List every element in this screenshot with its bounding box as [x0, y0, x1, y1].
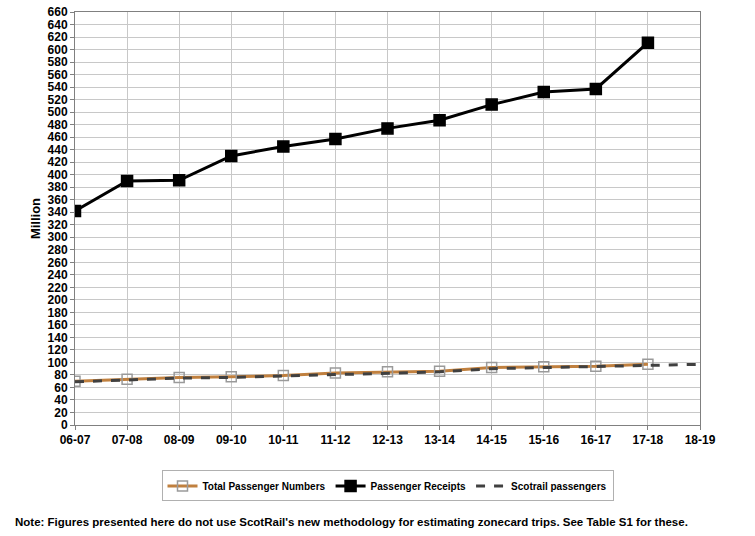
svg-text:Scotrail passengers: Scotrail passengers — [511, 481, 606, 492]
svg-text:460: 460 — [48, 130, 68, 144]
svg-text:100: 100 — [48, 356, 68, 370]
svg-text:0: 0 — [61, 418, 68, 432]
svg-text:500: 500 — [48, 105, 68, 119]
svg-text:09-10: 09-10 — [216, 433, 247, 447]
svg-text:80: 80 — [54, 368, 68, 382]
svg-text:06-07: 06-07 — [60, 433, 91, 447]
svg-text:160: 160 — [48, 318, 68, 332]
svg-text:540: 540 — [48, 80, 68, 94]
svg-text:11-12: 11-12 — [320, 433, 350, 447]
svg-text:280: 280 — [48, 243, 68, 257]
svg-text:08-09: 08-09 — [164, 433, 195, 447]
svg-text:440: 440 — [48, 143, 68, 157]
svg-text:20: 20 — [54, 406, 68, 420]
svg-text:660: 660 — [48, 5, 68, 19]
svg-text:12-13: 12-13 — [372, 433, 403, 447]
svg-text:140: 140 — [48, 331, 68, 345]
svg-text:Million: Million — [28, 198, 43, 239]
svg-text:600: 600 — [48, 43, 68, 57]
svg-text:260: 260 — [48, 255, 68, 269]
svg-text:120: 120 — [48, 343, 68, 357]
svg-text:13-14: 13-14 — [424, 433, 455, 447]
svg-text:220: 220 — [48, 281, 68, 295]
svg-text:40: 40 — [54, 393, 68, 407]
svg-text:07-08: 07-08 — [112, 433, 143, 447]
svg-text:180: 180 — [48, 306, 68, 320]
svg-text:640: 640 — [48, 18, 68, 32]
svg-text:Note: Figures presented here d: Note: Figures presented here do not use … — [15, 516, 688, 528]
svg-text:16-17: 16-17 — [580, 433, 611, 447]
svg-text:380: 380 — [48, 180, 68, 194]
svg-text:320: 320 — [48, 218, 68, 232]
svg-text:240: 240 — [48, 268, 68, 282]
svg-text:60: 60 — [54, 381, 68, 395]
svg-text:420: 420 — [48, 155, 68, 169]
svg-text:200: 200 — [48, 293, 68, 307]
svg-text:580: 580 — [48, 55, 68, 69]
svg-text:17-18: 17-18 — [633, 433, 664, 447]
svg-text:400: 400 — [48, 168, 68, 182]
svg-text:15-16: 15-16 — [528, 433, 559, 447]
svg-text:18-19: 18-19 — [685, 433, 716, 447]
svg-text:340: 340 — [48, 205, 68, 219]
svg-text:480: 480 — [48, 118, 68, 132]
svg-text:620: 620 — [48, 30, 68, 44]
svg-text:10-11: 10-11 — [268, 433, 298, 447]
svg-text:300: 300 — [48, 230, 68, 244]
svg-text:360: 360 — [48, 193, 68, 207]
svg-text:Total Passenger Numbers: Total Passenger Numbers — [203, 481, 326, 492]
svg-text:14-15: 14-15 — [476, 433, 507, 447]
svg-text:560: 560 — [48, 68, 68, 82]
svg-text:520: 520 — [48, 93, 68, 107]
svg-text:Passenger Receipts: Passenger Receipts — [371, 481, 466, 492]
